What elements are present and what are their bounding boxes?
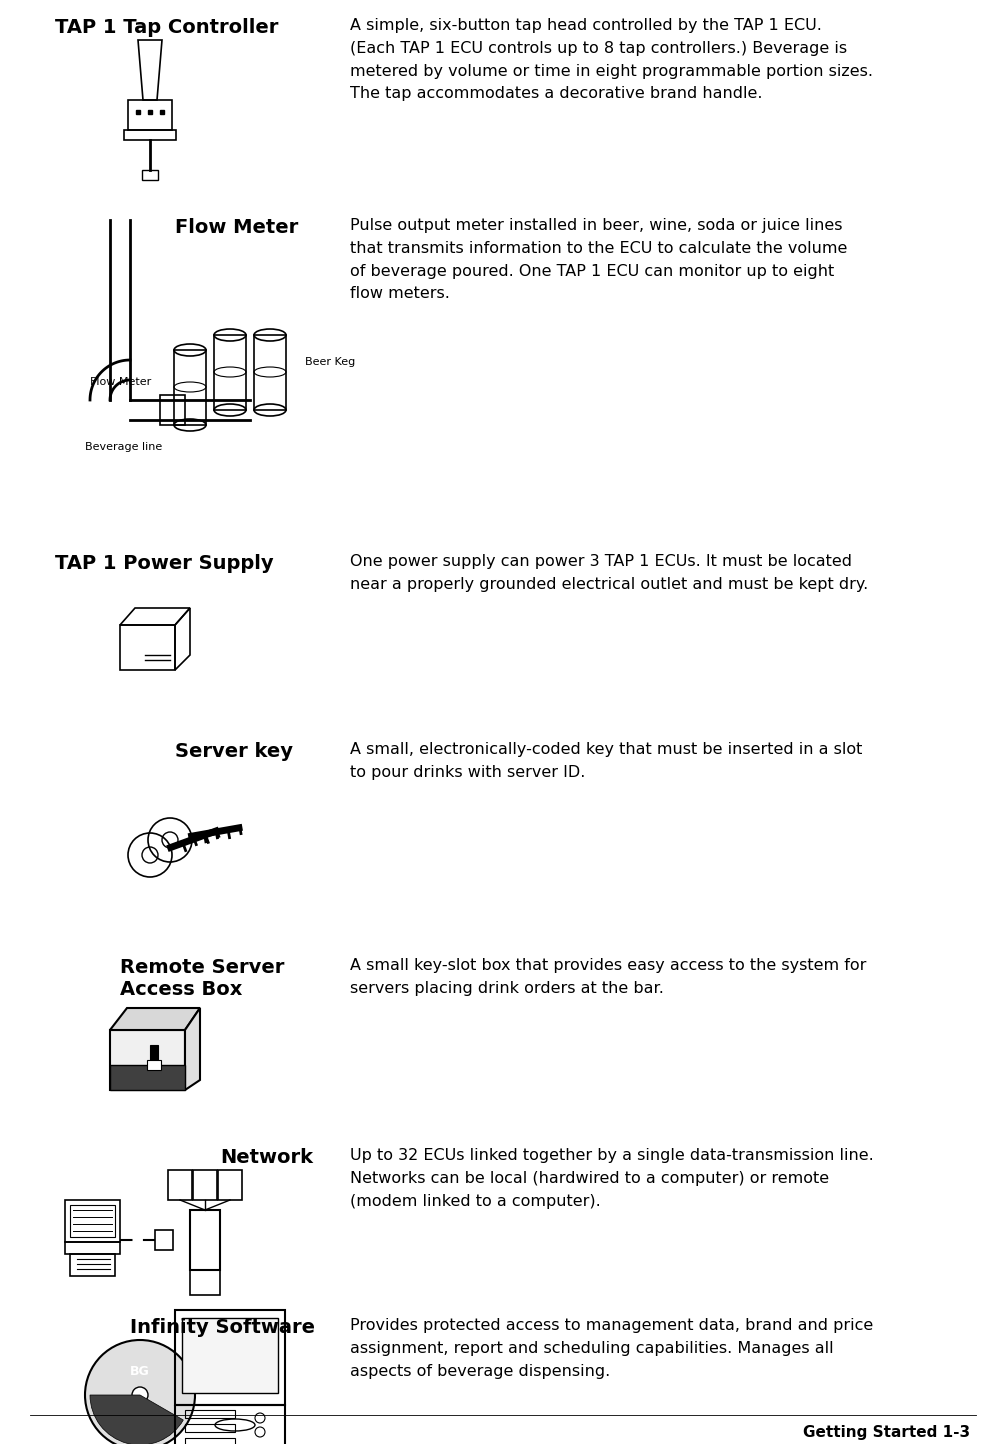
Polygon shape xyxy=(185,1008,200,1090)
Bar xyxy=(65,1242,120,1253)
Bar xyxy=(214,335,246,410)
Text: TAP 1 Power Supply: TAP 1 Power Supply xyxy=(55,554,274,573)
Text: Flow Meter: Flow Meter xyxy=(175,218,298,237)
Text: BG: BG xyxy=(130,1365,150,1378)
Bar xyxy=(175,1310,285,1405)
Text: TAP 1 Tap Controller: TAP 1 Tap Controller xyxy=(55,17,279,38)
Text: Provides protected access to management data, brand and price
assignment, report: Provides protected access to management … xyxy=(350,1318,873,1379)
Text: Network: Network xyxy=(220,1148,313,1167)
Bar xyxy=(185,1438,235,1444)
Bar xyxy=(174,349,206,425)
Bar xyxy=(70,1204,115,1238)
Bar xyxy=(70,1253,115,1276)
Bar xyxy=(190,1271,220,1295)
Text: A small, electronically-coded key that must be inserted in a slot
to pour drinks: A small, electronically-coded key that m… xyxy=(350,742,862,780)
Bar xyxy=(65,1200,120,1242)
Bar xyxy=(190,1210,220,1271)
Text: A small key-slot box that provides easy access to the system for
servers placing: A small key-slot box that provides easy … xyxy=(350,957,866,996)
Bar xyxy=(120,625,175,670)
Text: Beer Keg: Beer Keg xyxy=(305,357,355,367)
Text: Infinity Software: Infinity Software xyxy=(130,1318,315,1337)
Text: Getting Started 1-3: Getting Started 1-3 xyxy=(803,1425,970,1440)
Bar xyxy=(182,1318,278,1393)
Bar xyxy=(124,130,176,140)
Text: Remote Server
Access Box: Remote Server Access Box xyxy=(120,957,285,999)
Bar xyxy=(185,1409,235,1418)
Bar xyxy=(147,1060,161,1070)
Bar xyxy=(218,1170,242,1200)
Text: Pulse output meter installed in beer, wine, soda or juice lines
that transmits i: Pulse output meter installed in beer, wi… xyxy=(350,218,847,302)
Bar xyxy=(193,1170,217,1200)
Bar xyxy=(160,396,185,425)
Circle shape xyxy=(85,1340,195,1444)
Wedge shape xyxy=(90,1395,183,1444)
Bar xyxy=(150,1045,158,1066)
Bar xyxy=(110,1030,185,1090)
Circle shape xyxy=(132,1388,148,1404)
Bar xyxy=(142,170,158,180)
Text: Server key: Server key xyxy=(175,742,293,761)
Text: Flow Meter: Flow Meter xyxy=(90,377,151,387)
Polygon shape xyxy=(110,1008,200,1030)
Bar xyxy=(168,1170,192,1200)
Bar xyxy=(185,1424,235,1432)
Text: One power supply can power 3 TAP 1 ECUs. It must be located
near a properly grou: One power supply can power 3 TAP 1 ECUs.… xyxy=(350,554,868,592)
Text: Up to 32 ECUs linked together by a single data-transmission line.
Networks can b: Up to 32 ECUs linked together by a singl… xyxy=(350,1148,874,1209)
Bar xyxy=(155,1230,173,1251)
Bar xyxy=(175,1405,285,1444)
Bar xyxy=(128,100,172,130)
Bar xyxy=(254,335,286,410)
Text: Beverage line: Beverage line xyxy=(85,442,162,452)
Text: A simple, six-button tap head controlled by the TAP 1 ECU.
(Each TAP 1 ECU contr: A simple, six-button tap head controlled… xyxy=(350,17,873,101)
Bar xyxy=(110,1066,185,1090)
